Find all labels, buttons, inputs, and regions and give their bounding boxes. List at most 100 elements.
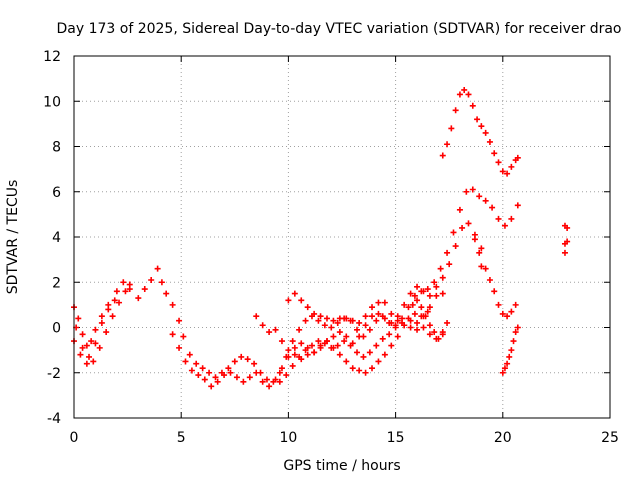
data-point [105,306,112,313]
data-point [394,317,401,324]
series-track-h [285,290,451,342]
data-point [278,365,285,372]
data-point [476,249,483,256]
data-point [163,290,170,297]
data-point [111,297,118,304]
data-point [439,274,446,281]
series-track-c [73,297,118,360]
y-tick-label: 2 [52,275,61,291]
data-point [135,295,142,302]
data-point [486,276,493,283]
series-track-e [169,220,485,390]
data-point [444,249,451,256]
data-point [244,356,251,363]
y-tick-label: -4 [47,411,61,427]
data-point [330,333,337,340]
data-point [495,215,502,222]
data-point [272,376,279,383]
data-point [482,265,489,272]
data-point [414,326,421,333]
data-point [407,324,414,331]
data-point [424,286,431,293]
data-point [508,347,515,354]
data-point [420,324,427,331]
data-point [405,304,412,311]
data-point [471,236,478,243]
data-point [296,326,303,333]
data-point [465,91,472,98]
data-point [381,315,388,322]
data-point [92,326,99,333]
data-point [83,360,90,367]
series-track-a [71,279,133,349]
data-point [514,324,521,331]
data-point [459,224,466,231]
data-point [251,360,258,367]
y-tick-label: 10 [43,94,61,110]
data-point [315,338,322,345]
data-point [291,344,298,351]
data-point [116,299,123,306]
data-point [182,358,189,365]
data-point [474,116,481,123]
data-point [394,333,401,340]
y-tick-label: 8 [52,140,61,156]
data-point [212,374,219,381]
data-point [176,344,183,351]
data-point [414,297,421,304]
grid [74,56,610,418]
data-point [504,313,511,320]
data-point [486,138,493,145]
data-point [323,315,330,322]
data-point [259,322,266,329]
data-point [426,322,433,329]
data-point [446,261,453,268]
data-marks [71,86,571,390]
data-point [343,333,350,340]
data-point [334,319,341,326]
data-point [349,317,356,324]
data-point [439,290,446,297]
data-point [491,150,498,157]
data-point [506,353,513,360]
data-point [433,292,440,299]
data-point [512,329,519,336]
data-point [437,265,444,272]
data-point [362,369,369,376]
data-point [354,349,361,356]
data-point [291,351,298,358]
data-point [504,170,511,177]
data-point [347,342,354,349]
data-point [321,340,328,347]
data-point [369,313,376,320]
data-point [392,324,399,331]
data-point [296,353,303,360]
data-point [356,367,363,374]
series-track-g [276,308,431,385]
data-point [456,91,463,98]
data-point [253,313,260,320]
data-point [379,335,386,342]
series-track-j [439,86,521,177]
data-point [302,347,309,354]
data-point [499,369,506,376]
data-point [356,319,363,326]
data-point [83,342,90,349]
data-point [461,86,468,93]
data-point [285,353,292,360]
data-point [103,329,110,336]
data-point [369,365,376,372]
data-point [508,215,515,222]
data-point [238,353,245,360]
data-point [388,342,395,349]
data-point [343,358,350,365]
data-point [266,329,273,336]
data-point [148,276,155,283]
data-point [508,163,515,170]
data-point [424,308,431,315]
data-point [401,322,408,329]
data-point [564,238,571,245]
data-point [411,310,418,317]
data-point [366,349,373,356]
